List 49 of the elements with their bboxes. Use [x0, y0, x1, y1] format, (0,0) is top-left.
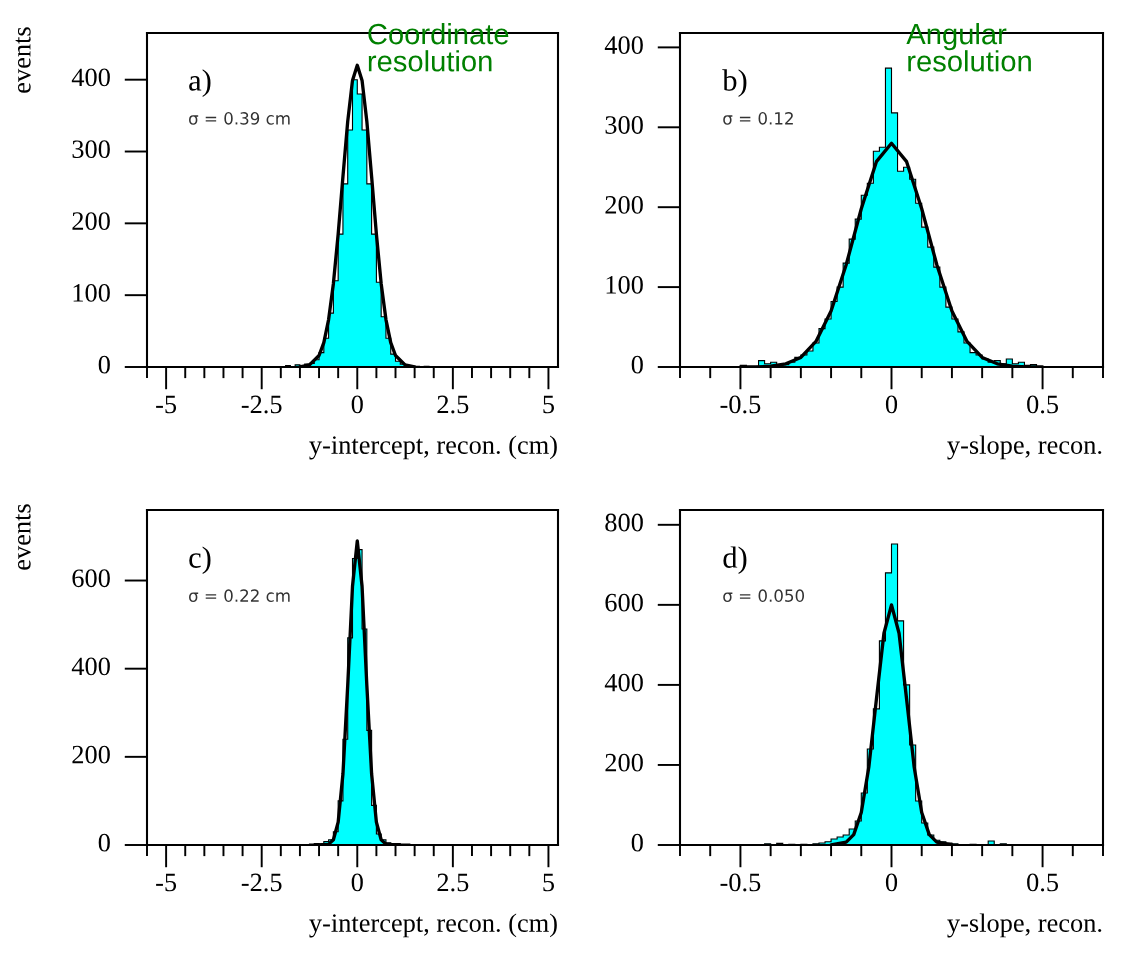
annotation: σ = 0.12 [723, 112, 793, 125]
annotation: d) [723, 546, 747, 575]
x-tick-label: 0 [885, 395, 898, 414]
x-tick-label: 0 [351, 395, 363, 414]
x-tick-label: 2.5 [437, 873, 469, 892]
annotation: σ = 0.050 [723, 589, 805, 602]
x-tick-label: -5 [156, 873, 177, 892]
x-tick-label: 2.5 [437, 395, 469, 414]
y-axis-title: events [15, 504, 31, 570]
y-tick-label: 400 [71, 68, 110, 87]
x-tick-label: -5 [156, 395, 177, 414]
y-tick-label: 200 [605, 753, 643, 772]
y-tick-label: 0 [631, 355, 643, 374]
y-tick-label: 300 [72, 140, 110, 159]
annotation: b) [722, 69, 747, 97]
annotation: a) [189, 69, 211, 97]
x-tick-label: -0.5 [720, 873, 761, 892]
y-tick-label: 0 [98, 833, 110, 852]
annotation: σ = 0.22 cm [189, 589, 290, 602]
y-tick-label: 200 [72, 745, 110, 764]
x-tick-label: -0.5 [720, 395, 761, 414]
y-tick-label: 100 [606, 275, 643, 294]
x-tick-label: 0 [885, 873, 898, 892]
y-tick-label: 200 [72, 212, 110, 230]
x-axis-title: y-intercept, recon. (cm) [309, 435, 557, 460]
x-tick-label: 0.5 [1027, 873, 1059, 892]
x-tick-label: 0.5 [1027, 395, 1059, 414]
x-axis-title: y-intercept, recon. (cm) [309, 913, 557, 938]
x-axis-title: y-slope, recon. [947, 913, 1102, 938]
annotation: σ = 0.39 cm [189, 112, 290, 125]
y-tick-label: 200 [605, 195, 643, 214]
y-tick-label: 400 [604, 673, 643, 692]
y-tick-label: 300 [605, 116, 643, 134]
y-tick-label: 600 [72, 569, 110, 588]
y-tick-label: 100 [73, 283, 110, 302]
y-tick-label: 800 [605, 513, 643, 532]
y-tick-label: 0 [631, 833, 643, 852]
x-tick-label: 5 [543, 395, 555, 414]
x-tick-label: 0 [351, 873, 363, 892]
y-tick-label: 400 [71, 657, 110, 676]
x-axis-title: y-slope, recon. [947, 435, 1102, 460]
y-tick-label: 0 [98, 355, 110, 374]
y-axis-title: events [15, 27, 31, 93]
y-tick-label: 600 [605, 593, 643, 612]
x-tick-label: 5 [543, 873, 555, 892]
x-tick-label: -2.5 [241, 395, 282, 414]
y-tick-label: 400 [604, 36, 643, 54]
x-tick-label: -2.5 [241, 873, 282, 892]
annotation: c) [189, 546, 211, 575]
